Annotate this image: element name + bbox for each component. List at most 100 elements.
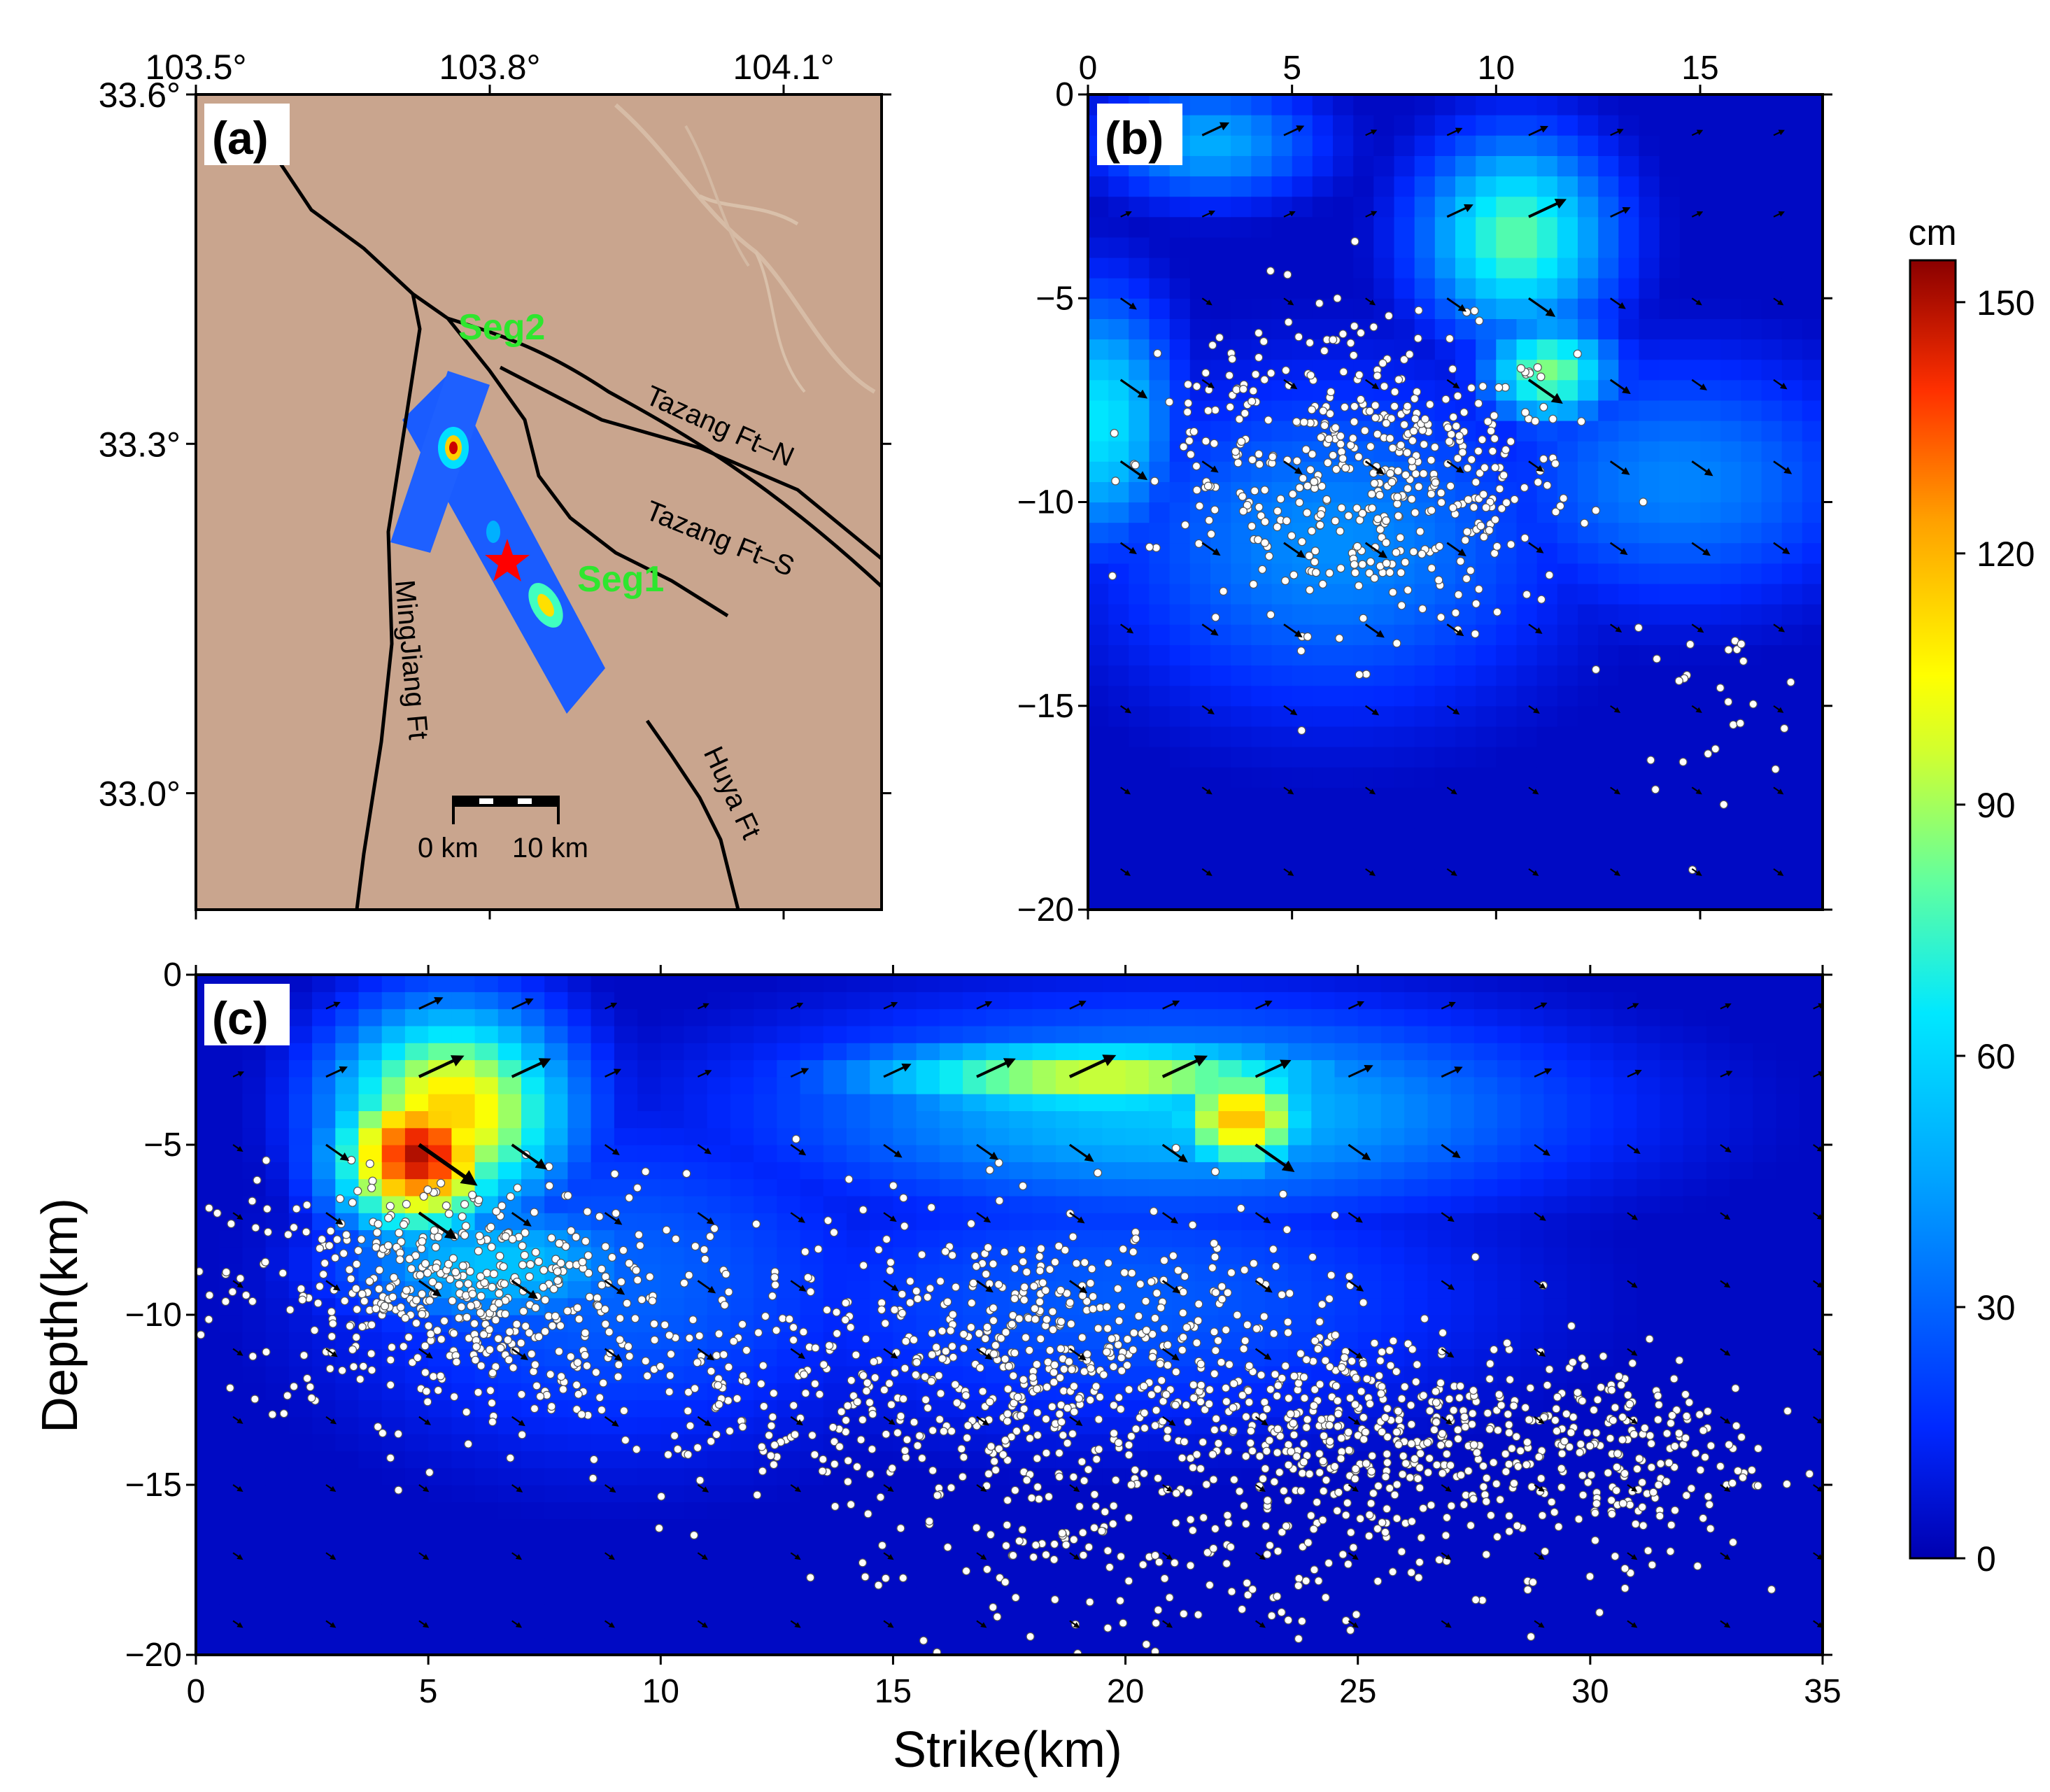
slip-cell: [1353, 644, 1374, 666]
aftershock-dot: [1226, 402, 1235, 411]
slip-cell: [1055, 1485, 1080, 1502]
slip-cell: [1288, 992, 1312, 1010]
slip-cell: [1404, 1280, 1428, 1299]
slip-cell: [1598, 278, 1619, 299]
slip-cell: [1741, 889, 1762, 910]
slip-cell: [219, 1332, 243, 1350]
slip-cell: [219, 1348, 243, 1367]
slip-cell: [1241, 1094, 1266, 1111]
slip-cell: [1169, 257, 1191, 278]
slip-cell: [381, 1518, 406, 1537]
slip-cell: [1292, 828, 1313, 849]
slip-cell: [1311, 1535, 1336, 1553]
slip-cell: [1264, 1025, 1289, 1043]
slip-cell: [497, 1110, 522, 1129]
slip-cell: [1802, 868, 1823, 890]
slip-cell: [1079, 1637, 1103, 1655]
slip-cell: [1251, 196, 1273, 218]
slip-cell: [1590, 1246, 1614, 1264]
slip-cell: [1802, 522, 1823, 544]
slip-cell: [1618, 318, 1640, 340]
slip-cell: [381, 1076, 406, 1094]
slip-cell: [335, 1059, 360, 1078]
slip-cell: [1637, 1229, 1661, 1248]
slip-cell: [1536, 644, 1558, 666]
aftershock-dot: [1408, 436, 1418, 445]
slip-cell: [335, 1485, 360, 1502]
slip-cell: [684, 975, 708, 992]
slip-cell: [242, 1434, 267, 1451]
slip-cell: [1009, 1059, 1033, 1078]
slip-cell: [730, 1399, 754, 1418]
slip-cell: [567, 992, 592, 1010]
slip-cell: [381, 1535, 406, 1553]
slip-cell: [730, 1094, 754, 1111]
slip-cell: [1473, 1127, 1498, 1145]
slip-cell: [1210, 848, 1231, 870]
slip-cell: [1781, 176, 1803, 197]
slip-cell: [660, 1246, 685, 1264]
slip-cell: [1683, 1127, 1707, 1145]
slip-cell: [265, 1586, 290, 1604]
slip-cell: [707, 1621, 731, 1639]
aftershock-dot: [1674, 676, 1683, 686]
slip-cell: [1639, 441, 1660, 462]
slip-cell: [358, 1094, 383, 1111]
slip-cell: [428, 1569, 452, 1588]
slip-cell: [544, 1467, 568, 1486]
slip-cell: [707, 1553, 731, 1571]
slip-cell: [1557, 685, 1578, 707]
slip-cell: [591, 1178, 615, 1197]
slip-cell: [242, 1416, 267, 1434]
slip-cell: [1660, 1586, 1684, 1604]
slip-cell: [265, 1127, 290, 1145]
slip-cell: [1476, 828, 1497, 849]
slip-cell: [196, 1145, 220, 1162]
slip-cell: [1567, 1127, 1591, 1145]
slip-cell: [428, 1025, 452, 1043]
slip-cell: [288, 1127, 313, 1145]
slip-cell: [1741, 216, 1762, 238]
slip-cell: [474, 975, 499, 992]
slip-cell: [1799, 1127, 1823, 1145]
slip-cell: [1497, 992, 1521, 1010]
slip-cell: [1683, 1637, 1707, 1655]
slip-cell: [730, 1434, 754, 1451]
fault-line-seg: [446, 317, 729, 618]
slip-cell: [1333, 868, 1354, 890]
slip-cell: [474, 1008, 499, 1026]
slip-cell: [1618, 339, 1640, 360]
slip-cell: [1590, 1315, 1614, 1332]
slip-cell: [614, 1383, 638, 1401]
slip-cell: [1660, 1195, 1684, 1213]
slip-cell: [1543, 992, 1568, 1010]
slip-cell: [1149, 807, 1171, 829]
aftershock-dot: [1551, 507, 1560, 516]
slip-cell: [1414, 665, 1436, 686]
slip-cell: [1598, 481, 1619, 503]
slip-cell: [1210, 115, 1231, 136]
aftershock-dot: [1634, 623, 1643, 633]
slip-cell: [1055, 1043, 1080, 1061]
slip-cell: [800, 1127, 824, 1145]
slip-cell: [916, 1162, 940, 1180]
slip-cell: [1679, 257, 1701, 278]
slip-cell: [1613, 1535, 1637, 1553]
slip-cell: [1639, 339, 1660, 360]
aftershock-dot: [1739, 656, 1748, 665]
slip-cell: [1543, 1604, 1568, 1621]
slip-cell: [1497, 1535, 1521, 1553]
slip-cell: [1434, 237, 1456, 258]
slip-cell: [1088, 685, 1109, 707]
aftershock-dot: [1510, 495, 1519, 504]
slip-cell: [1613, 1127, 1637, 1145]
slip-cell: [1334, 1127, 1359, 1145]
slip-vector-arrow: [1691, 211, 1704, 218]
aftershock-dot: [1478, 382, 1487, 391]
slip-cell: [1333, 584, 1354, 605]
aftershock-dot: [423, 1397, 432, 1406]
slip-cell: [1659, 359, 1681, 381]
slip-cell: [1414, 889, 1436, 910]
slip-cell: [1590, 1094, 1614, 1111]
aftershock-dot: [1481, 503, 1490, 512]
